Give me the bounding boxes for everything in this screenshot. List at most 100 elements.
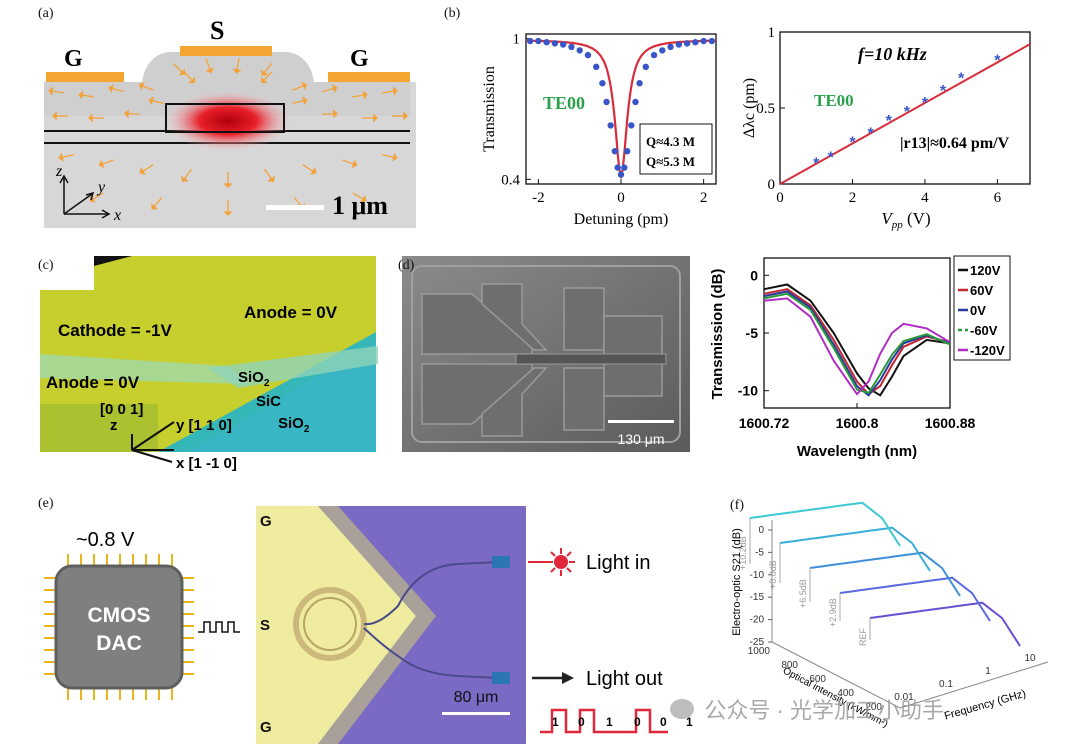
f-x-tick-label: 10 <box>1024 653 1036 664</box>
b1-data-point <box>603 99 609 105</box>
b1-data-point <box>552 40 558 46</box>
d-x-tick-label: 1600.88 <box>925 415 976 431</box>
b2-data-point: * <box>867 125 874 142</box>
axis-z-c-label: z <box>110 417 118 434</box>
b1-data-point <box>667 44 673 50</box>
sem-micrograph: 130 μm <box>398 254 694 454</box>
b1-data-point <box>621 164 627 170</box>
b2-mode-label: TE00 <box>814 91 854 110</box>
b1-data-point <box>607 122 613 128</box>
digital-signal-icon <box>198 622 240 632</box>
panel-d: (d) 130 μm <box>398 254 694 454</box>
b1-data-point <box>700 38 706 44</box>
f-trace-line <box>870 603 1020 646</box>
d-y-tick-label: -10 <box>738 383 758 399</box>
b1-data-point <box>612 148 618 154</box>
sic-label: SiC <box>256 393 281 410</box>
b2-y-tick-label: 1 <box>768 25 776 41</box>
f-z-tick-label: -5 <box>755 547 764 558</box>
b2-data-point: * <box>849 134 856 151</box>
output-arrow-icon <box>532 672 574 684</box>
b1-data-point <box>535 38 541 44</box>
d-y-tick-label: -5 <box>746 325 759 341</box>
bit-label: 0 <box>660 715 667 729</box>
b1-data-point <box>576 47 582 53</box>
anode-left-label: Anode = 0V <box>46 373 140 392</box>
b2-y-axis-label: Δλc (pm) <box>741 78 758 138</box>
chip-label-line1: CMOS <box>88 604 151 627</box>
axis-x-c-label: x [1 -1 0] <box>176 455 237 472</box>
b2-x-tick-label: 2 <box>849 190 857 206</box>
b1-y-tick-label: 0.4 <box>501 172 520 188</box>
b2-y-tick-label: 0.5 <box>756 101 775 117</box>
b1-data-point <box>651 52 657 58</box>
micrograph-scale-label: 80 μm <box>454 689 499 706</box>
scale-bar-label: 1 μm <box>332 191 388 220</box>
electrode-g-top-label: G <box>260 513 272 530</box>
b2-data-point: * <box>904 104 911 121</box>
f-trace-label: +2.9dB <box>828 598 838 627</box>
r13-label: |r13|≈0.64 pm/V <box>900 135 1010 152</box>
f-z-tick-label: -15 <box>750 592 765 603</box>
mode-label: TE00 <box>543 93 585 113</box>
f-x-tick-label: 1 <box>985 666 991 677</box>
light-out-label: Light out <box>586 668 663 690</box>
f-x-tick-label: 0.1 <box>939 679 953 690</box>
f-trace-label: +8.8dB <box>768 560 778 589</box>
d-x-axis-label: Wavelength (nm) <box>797 443 917 460</box>
b1-data-point <box>709 38 715 44</box>
b1-data-point <box>614 164 620 170</box>
b1-data-point <box>599 80 605 86</box>
q-intrinsic-label: Q≈5.3 M <box>646 154 695 169</box>
b1-data-point <box>527 38 533 44</box>
cmos-dac-chip <box>56 566 182 688</box>
cathode-label: Cathode = -1V <box>58 321 172 340</box>
panel-c: (c) Cathode = -1V Anode = 0V Anode = 0V … <box>38 254 398 480</box>
panel-label-f: (f) <box>730 498 744 514</box>
wechat-icon <box>670 699 694 719</box>
field-arrow <box>128 114 140 115</box>
d-y-axis-label: Transmission (dB) <box>709 269 726 400</box>
b1-data-point <box>659 47 665 53</box>
axis-z-label: z <box>55 163 63 180</box>
panel-label-d: (d) <box>398 258 414 274</box>
d-legend-label: 120V <box>970 263 1001 278</box>
light-in-label: Light in <box>586 552 651 574</box>
b2-x-tick-label: 6 <box>994 190 1002 206</box>
b1-data-point <box>585 52 591 58</box>
b2-x-tick-label: 4 <box>921 190 929 206</box>
b1-data-point <box>568 44 574 50</box>
b1-data-point <box>636 80 642 86</box>
b1-data-point <box>676 41 682 47</box>
panel-label-c: (c) <box>38 258 54 274</box>
f-z-tick-label: 0 <box>758 525 764 536</box>
b1-data-point <box>643 64 649 70</box>
panel-e: (e) ~0.8 V CMOS DAC G S G 80 μm <box>38 496 718 748</box>
watermark-text: 公众号 · 光学加工小助手 <box>704 698 944 723</box>
b2-x-tick-label: 0 <box>776 190 784 206</box>
axis-y-c-label: y [1 1 0] <box>176 417 232 434</box>
panel-label-a: (a) <box>38 6 54 22</box>
panel-label-e: (e) <box>38 496 54 512</box>
f-trace-line <box>810 553 960 596</box>
sic-device-render: Cathode = -1V Anode = 0V Anode = 0V SiO2… <box>38 254 398 480</box>
frequency-label: f=10 kHz <box>858 44 927 64</box>
b1-data-point <box>560 41 566 47</box>
panel-a: (a) z y x 1 μm S <box>38 6 416 228</box>
chip-label-line2: DAC <box>96 632 142 655</box>
cmos-modulator-schematic: ~0.8 V CMOS DAC G S G 80 μm <box>38 496 718 748</box>
b1-x-tick-label: -2 <box>532 190 545 206</box>
ground-right-label: G <box>350 46 369 72</box>
b2-data-point: * <box>994 52 1001 69</box>
b1-data-point <box>624 148 630 154</box>
axis-001-label: [0 0 1] <box>100 401 143 418</box>
b1-data-point <box>543 39 549 45</box>
d-x-tick-label: 1600.72 <box>739 415 790 431</box>
axis-y-label: y <box>96 179 106 196</box>
bit-label: 0 <box>634 715 641 729</box>
bit-label: 1 <box>606 715 613 729</box>
light-source-icon <box>528 548 575 576</box>
